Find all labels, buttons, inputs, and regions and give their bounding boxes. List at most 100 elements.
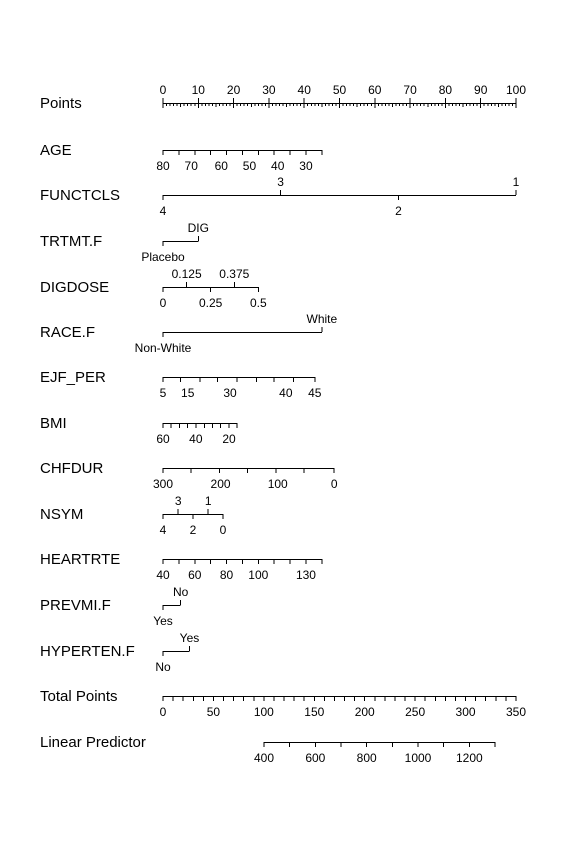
tick-label-points: 30 [262,83,276,97]
tick-label-digdose: 0.5 [250,296,267,310]
tick-label-linear-predictor: 1200 [456,751,483,765]
tick-label-points: 70 [403,83,417,97]
tick-label-total-points: 150 [304,705,324,719]
row-age: AGE 80 70 60 50 40 30 [40,142,323,173]
tick-label-ejf-per: 40 [279,386,293,400]
tick-label-age: 30 [299,159,313,173]
tick-label-total-points: 300 [456,705,476,719]
tick-label-ejf-per: 45 [308,386,322,400]
row-label-prevmi-f: PREVMI.F [40,597,111,614]
tick-label-nsym: 1 [205,494,212,508]
tick-label-digdose: 0.125 [172,267,202,281]
tick-label-points: 50 [333,83,347,97]
tick-label-points: 40 [298,83,312,97]
tick-label-nsym: 0 [220,523,227,537]
row-label-trtmt-f: TRTMT.F [40,233,102,250]
tick-label-chfdur: 200 [211,477,231,491]
row-trtmt-f: TRTMT.F Placebo DIG [40,221,209,264]
tick-label-prevmi-f: No [173,585,189,599]
row-label-bmi: BMI [40,415,67,432]
tick-label-trtmt-f: DIG [188,221,209,235]
tick-label-points: 10 [192,83,206,97]
tick-label-functcls: 4 [160,204,167,218]
tick-label-points: 60 [368,83,382,97]
tick-label-nsym: 3 [175,494,182,508]
row-label-digdose: DIGDOSE [40,279,109,296]
tick-label-ejf-per: 30 [223,386,237,400]
tick-label-bmi: 60 [156,432,170,446]
tick-label-ejf-per: 5 [160,386,167,400]
tick-label-points: 20 [227,83,241,97]
row-label-linear-predictor: Linear Predictor [40,734,146,751]
tick-label-race-f: White [307,312,338,326]
tick-label-linear-predictor: 1000 [405,751,432,765]
tick-label-hyperten-f: Yes [180,631,200,645]
row-label-functcls: FUNCTCLS [40,187,120,204]
row-linear-predictor: Linear Predictor 400 600 800 1000 1200 [40,734,496,765]
tick-label-points: 0 [160,83,167,97]
tick-label-age: 50 [243,159,257,173]
row-digdose: DIGDOSE 0 0.125 0.25 0.375 0.5 [40,267,267,310]
tick-label-functcls: 3 [277,175,284,189]
tick-label-heartrte: 60 [188,568,202,582]
tick-label-chfdur: 300 [153,477,173,491]
tick-label-nsym: 2 [190,523,197,537]
tick-label-functcls: 2 [395,204,402,218]
row-bmi: BMI 60 40 20 [40,415,238,446]
tick-label-age: 70 [185,159,199,173]
tick-label-linear-predictor: 600 [305,751,325,765]
tick-label-trtmt-f: Placebo [141,250,185,264]
tick-label-bmi: 20 [222,432,236,446]
tick-label-hyperten-f: No [155,660,171,674]
row-race-f: RACE.F Non-White White [40,312,338,355]
row-label-nsym: NSYM [40,506,83,523]
row-prevmi-f: PREVMI.F Yes No [40,585,189,628]
tick-label-functcls: 1 [513,175,520,189]
tick-label-points: 90 [474,83,488,97]
row-functcls: FUNCTCLS 4 3 2 1 [40,175,520,218]
tick-label-chfdur: 100 [268,477,288,491]
row-label-points: Points [40,95,82,112]
row-label-total-points: Total Points [40,688,118,705]
tick-label-prevmi-f: Yes [153,614,173,628]
tick-label-digdose: 0.375 [219,267,249,281]
tick-label-digdose: 0.25 [199,296,223,310]
row-chfdur: CHFDUR 300 200 100 0 [40,460,338,491]
row-points: Points 0 10 20 30 40 50 60 70 80 90 100 [40,83,526,112]
tick-label-heartrte: 100 [248,568,268,582]
row-ejf-per: EJF_PER 5 15 30 40 45 [40,369,322,400]
row-label-hyperten-f: HYPERTEN.F [40,643,135,660]
tick-label-total-points: 50 [207,705,221,719]
row-heartrte: HEARTRTE 40 60 80 100 130 [40,551,323,582]
tick-label-race-f: Non-White [135,341,192,355]
tick-label-age: 80 [156,159,170,173]
tick-label-points: 80 [439,83,453,97]
row-total-points: Total Points 0 50 100 150 200 250 300 350 [40,688,526,719]
row-label-ejf-per: EJF_PER [40,369,106,386]
row-label-heartrte: HEARTRTE [40,551,120,568]
tick-label-linear-predictor: 800 [357,751,377,765]
tick-label-heartrte: 130 [296,568,316,582]
tick-label-digdose: 0 [160,296,167,310]
row-label-age: AGE [40,142,72,159]
tick-label-total-points: 250 [405,705,425,719]
tick-label-total-points: 350 [506,705,526,719]
tick-label-points: 100 [506,83,526,97]
tick-label-bmi: 40 [189,432,203,446]
tick-label-chfdur: 0 [331,477,338,491]
tick-label-age: 40 [271,159,285,173]
tick-label-age: 60 [215,159,229,173]
tick-label-ejf-per: 15 [181,386,195,400]
row-hyperten-f: HYPERTEN.F No Yes [40,631,199,674]
tick-label-total-points: 200 [355,705,375,719]
row-label-chfdur: CHFDUR [40,460,103,477]
tick-label-linear-predictor: 400 [254,751,274,765]
tick-label-heartrte: 40 [156,568,170,582]
tick-label-total-points: 100 [254,705,274,719]
tick-label-total-points: 0 [160,705,167,719]
row-nsym: NSYM 4 3 2 1 0 [40,494,227,537]
tick-label-heartrte: 80 [220,568,234,582]
tick-label-nsym: 4 [160,523,167,537]
row-label-race-f: RACE.F [40,324,95,341]
